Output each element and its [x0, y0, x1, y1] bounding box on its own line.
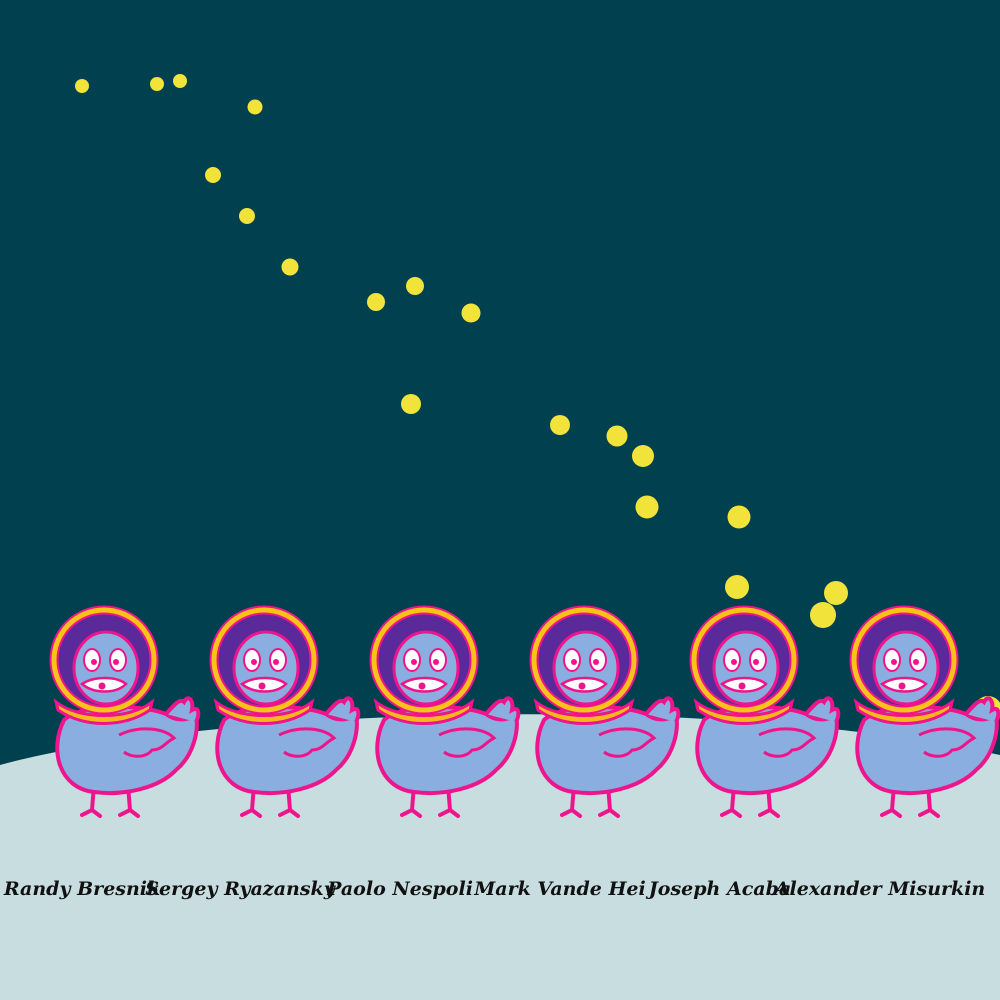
star	[173, 74, 187, 88]
astronaut-name: Alexander Misurkin	[774, 878, 986, 900]
astronaut-name: Paolo Nespoli	[327, 878, 473, 900]
star	[461, 303, 481, 323]
star	[606, 425, 628, 447]
star	[406, 277, 424, 295]
star	[367, 293, 385, 311]
star	[725, 575, 749, 599]
star	[205, 167, 221, 183]
star	[401, 394, 421, 414]
astronaut-name: Randy Bresnik	[3, 878, 161, 900]
star	[247, 99, 263, 115]
star	[150, 77, 164, 91]
star	[824, 581, 848, 605]
astronaut-name: Mark Vande Hei	[474, 878, 646, 900]
star	[281, 258, 299, 276]
star	[239, 208, 255, 224]
astronaut-names: Randy Bresnik Sergey Ryazansky Paolo Nes…	[0, 878, 1000, 918]
astronaut-name: Joseph Acaba	[648, 878, 792, 900]
star	[810, 602, 836, 628]
star	[635, 495, 659, 519]
star	[632, 445, 654, 467]
star	[727, 505, 751, 529]
star	[550, 415, 570, 435]
astronaut-name: Sergey Ryazansky	[145, 878, 335, 900]
star	[75, 79, 89, 93]
